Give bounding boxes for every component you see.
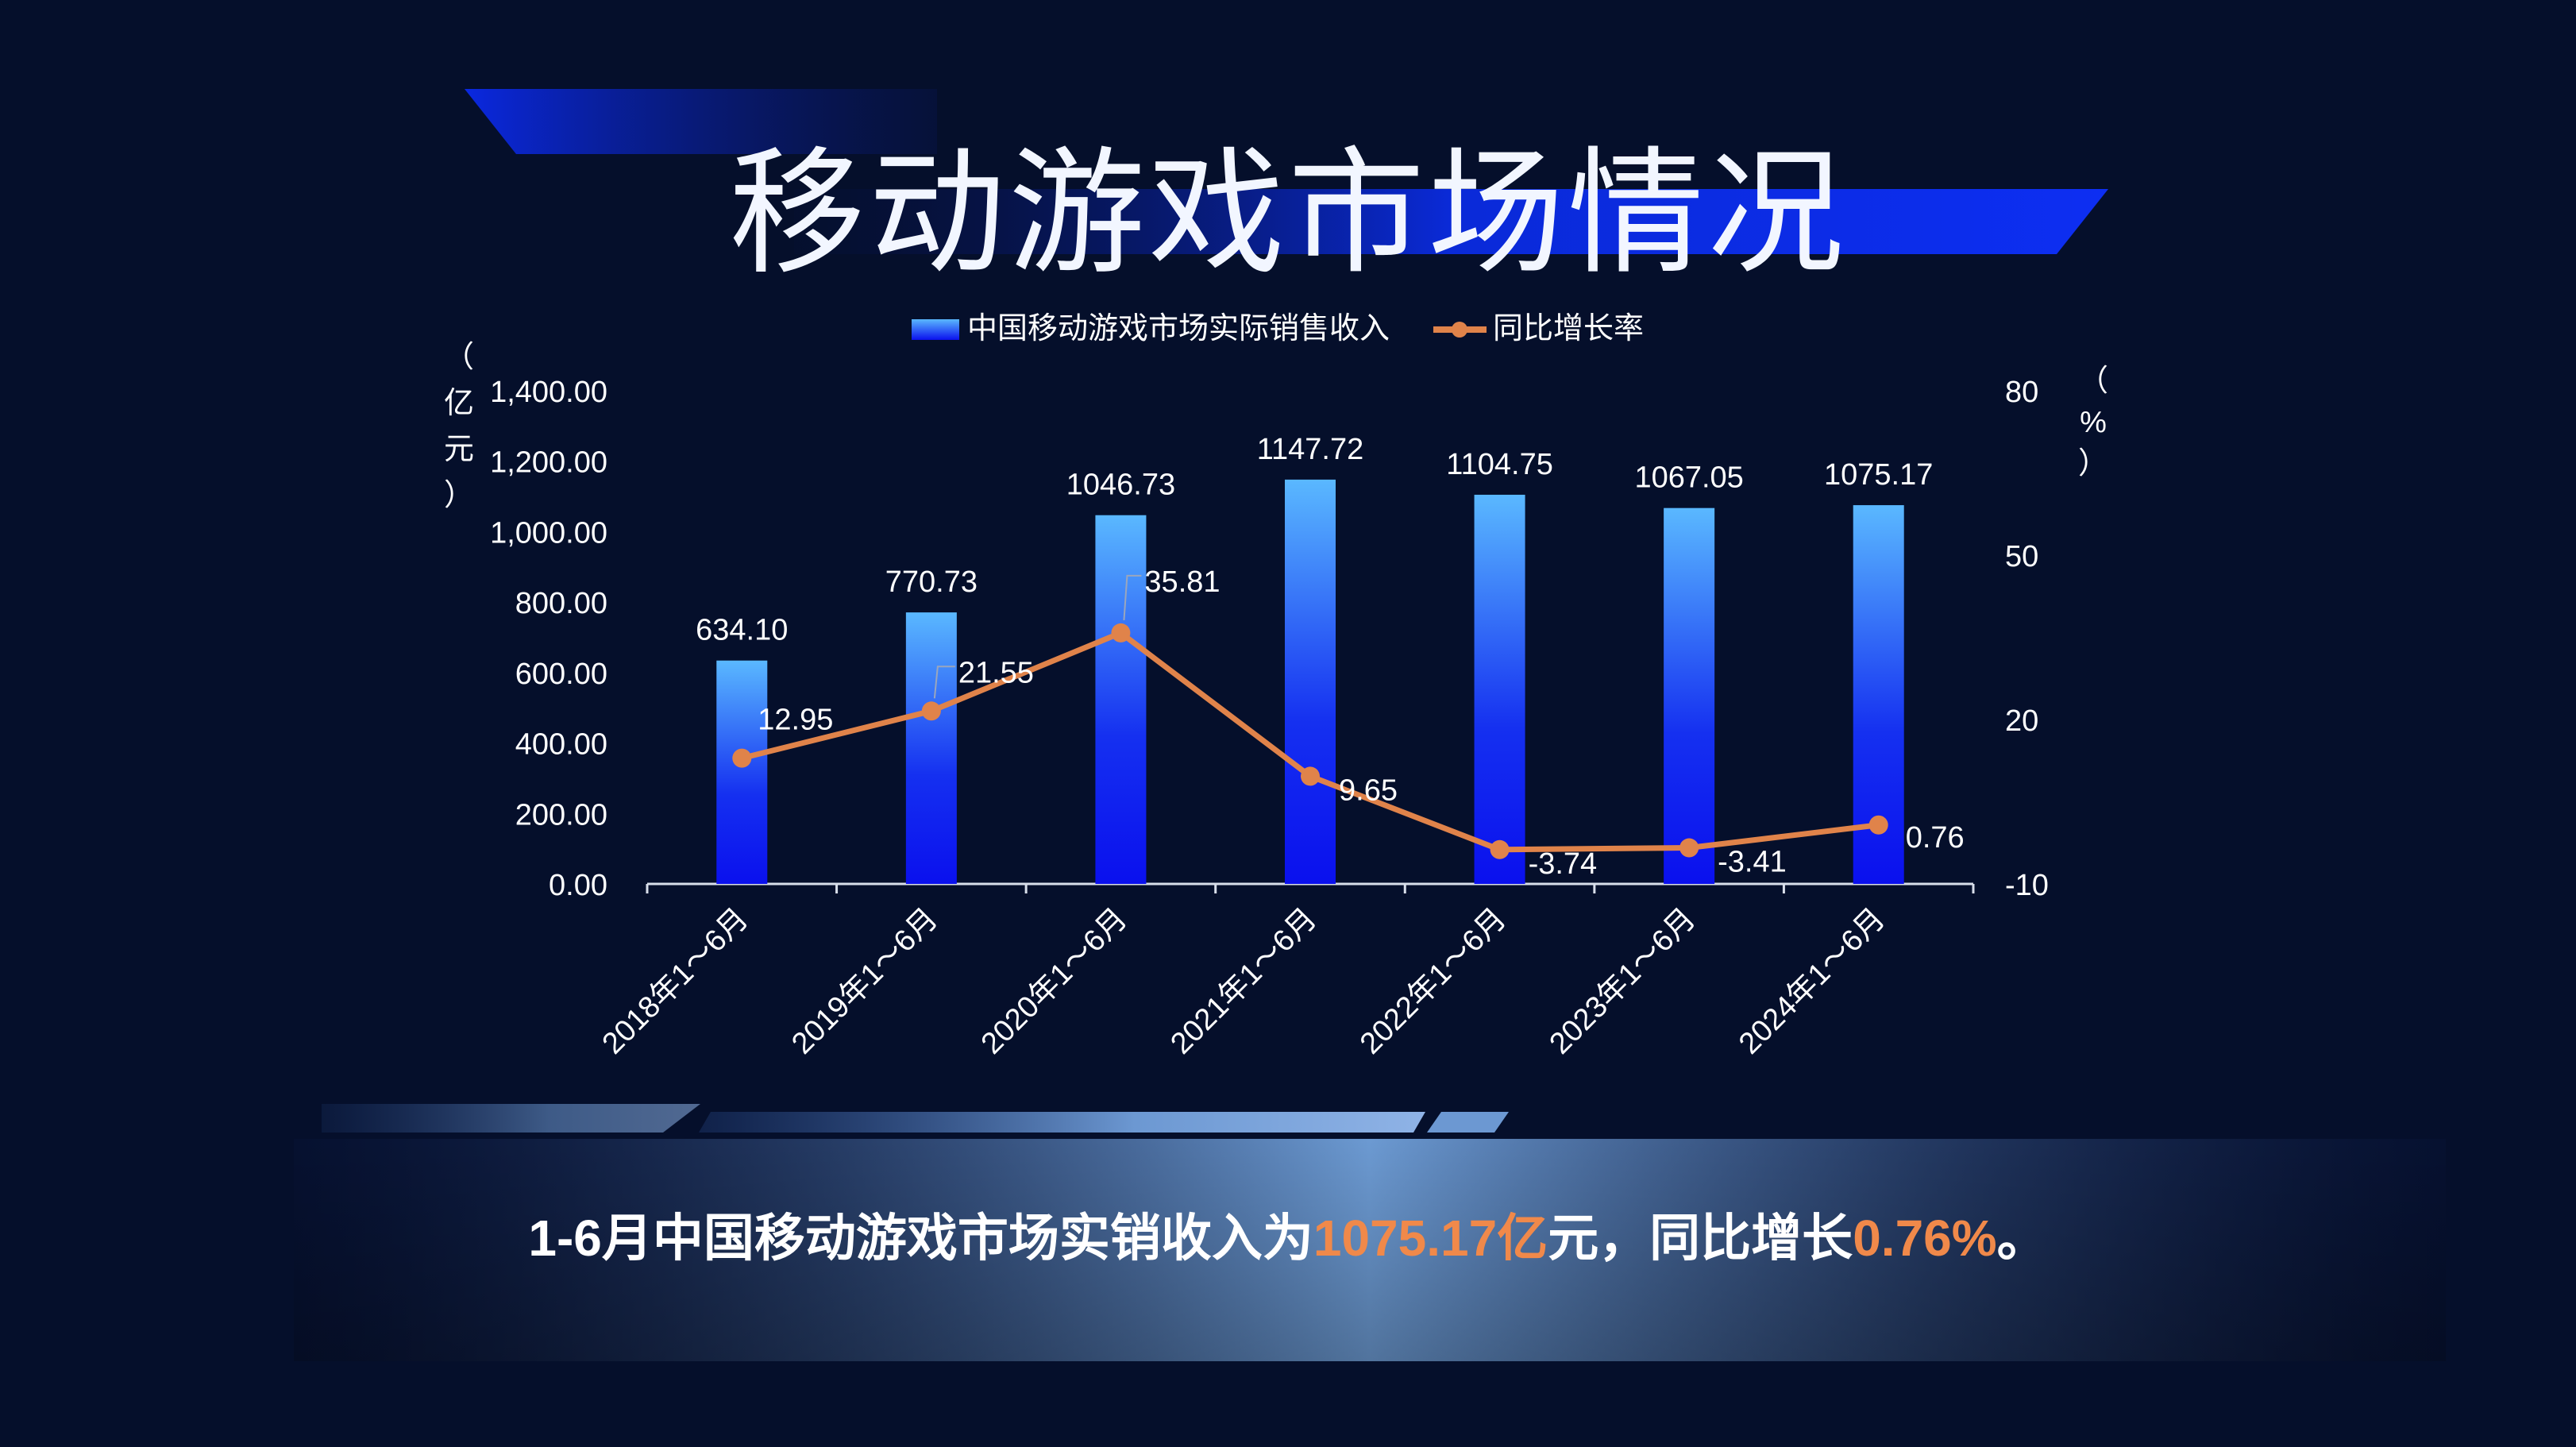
y-left-tick-label: 400.00 [515,728,607,762]
footer-stripe-3 [1427,1112,1509,1133]
summary-segment: 1-6月中国移动游戏市场实销收入为 [528,1210,1313,1267]
summary-segment: 。 [1996,1210,2048,1267]
x-tick-label: 2020年1～6月 [975,902,1134,1061]
bar-value-label: 1067.05 [1634,461,1743,495]
bar [905,612,957,884]
y-left-tick-label: 600.00 [515,658,607,691]
page-title: 移动游戏市场情况 [729,137,1847,290]
y-left-tick-label: 1,200.00 [490,446,607,480]
y-right-axis-label: % [2080,406,2107,439]
x-tick-label: 2018年1～6月 [596,902,755,1061]
y-right-tick-label: 50 [2005,540,2038,573]
legend-bar-swatch [912,319,959,340]
title-banner-bottom [794,189,2108,254]
line-value-label: 9.65 [1339,774,1398,807]
y-left-tick-label: 0.00 [549,869,607,902]
x-tick-label: 2023年1～6月 [1544,902,1703,1061]
y-left-axis-label: 亿 [444,387,474,420]
y-right-axis-label: ） [2078,447,2108,480]
x-tick-label: 2019年1～6月 [785,902,944,1061]
line-point [921,701,941,721]
bar [1474,494,1525,884]
legend-line-label: 同比增长率 [1493,312,1644,345]
bar-value-label: 634.10 [696,614,788,647]
line-point [1679,838,1699,858]
line-value-label: 0.76 [1906,821,1965,855]
bar [716,660,768,884]
summary-segment: 元，同比增长 [1548,1210,1853,1267]
bar [1095,515,1147,884]
y-left-tick-label: 1,000.00 [490,516,607,550]
line-point [1301,766,1320,786]
plot-area: 中国移动游戏市场实际销售收入 同比增长率 0.00 200.00 400.00 600.0… [444,312,2108,1061]
y-right-tick-label: 80 [2005,376,2038,409]
line-value-label: 12.95 [758,704,833,737]
line-value-label: -3.41 [1718,846,1787,879]
bar-value-label: 770.73 [885,565,978,599]
legend-line-marker [1452,322,1467,338]
line-point [1490,839,1510,859]
y-left-axis-label: ） [444,479,474,512]
line-value-label: 35.81 [1144,565,1220,599]
bar-value-label: 1104.75 [1446,448,1553,481]
footer-stripe-2 [699,1112,1425,1133]
line-value-label: -3.74 [1529,847,1598,881]
bar-value-label: 1147.72 [1257,433,1364,466]
line-point [1111,623,1131,642]
y-right-axis-label: （ [2078,365,2108,398]
line-point [732,748,752,768]
bar-value-label: 1075.17 [1824,458,1933,492]
summary-text: 1-6月中国移动游戏市场实销收入为1075.17亿元，同比增长0.76%。 [0,1198,2576,1271]
bar-value-label: 1046.73 [1066,469,1175,502]
y-left-axis-label: （ [444,341,474,374]
summary-highlight: 1075.17亿 [1313,1210,1548,1267]
bar [1285,479,1336,884]
x-tick-label: 2021年1～6月 [1164,902,1323,1061]
summary-highlight: 0.76% [1853,1210,1997,1267]
y-left-tick-label: 1,400.00 [490,376,607,409]
title-banner-top [465,89,937,154]
line-point [1868,815,1888,835]
line-value-label: 21.55 [958,656,1034,689]
y-left-axis-label: 元 [444,433,474,466]
line-label-leader [933,666,955,699]
footer-band-shade [294,1139,2446,1361]
x-tick-label: 2024年1～6月 [1733,902,1892,1061]
y-right-tick-label: 20 [2005,704,2038,738]
y-right-tick-label: -10 [2005,869,2049,902]
y-left-tick-label: 200.00 [515,798,607,832]
footer-stripe-1 [322,1104,700,1133]
bar [1664,507,1715,884]
x-tick-label: 2022年1～6月 [1354,902,1513,1061]
legend-bar-label: 中国移动游戏市场实际销售收入 [967,312,1390,345]
y-left-tick-label: 800.00 [515,587,607,620]
line-label-leader [1123,574,1142,620]
